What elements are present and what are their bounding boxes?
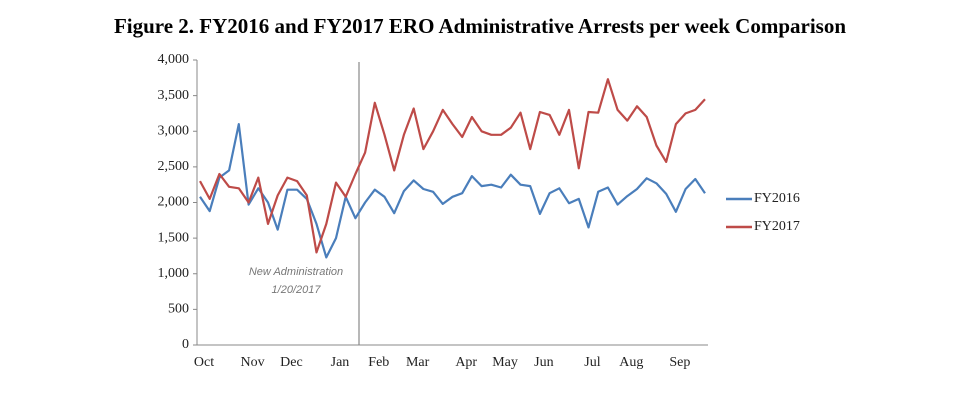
y-tick-label: 500	[168, 302, 189, 317]
x-tick-label: Jan	[331, 355, 350, 370]
x-tick-label: Jun	[534, 355, 553, 370]
y-tick-label: 3,500	[158, 88, 190, 103]
x-tick-label: May	[492, 355, 518, 370]
annotation: 1/20/2017	[272, 284, 322, 296]
y-tick-label: 2,000	[158, 195, 190, 210]
series-line	[199, 123, 706, 259]
y-tick-label: 0	[182, 337, 189, 352]
x-tick-label: Feb	[368, 355, 389, 370]
legend-label: FY2016	[754, 191, 800, 206]
annotation: New Administration	[249, 266, 343, 278]
x-tick-label: Sep	[669, 355, 690, 370]
chart-title: Figure 2. FY2016 and FY2017 ERO Administ…	[114, 14, 846, 38]
y-tick-label: 3,000	[158, 123, 190, 138]
x-tick-label: Dec	[280, 355, 303, 370]
y-tick-label: 2,500	[158, 159, 190, 174]
y-tick-label: 4,000	[158, 52, 190, 67]
y-tick-label: 1,500	[158, 230, 190, 245]
y-tick-label: 1,000	[158, 266, 190, 281]
x-tick-label: Nov	[240, 355, 264, 370]
x-tick-label: Aug	[619, 355, 643, 370]
x-tick-label: Jul	[584, 355, 600, 370]
x-tick-label: Apr	[455, 355, 477, 370]
x-tick-label: Mar	[406, 355, 430, 370]
legend-label: FY2017	[754, 219, 800, 234]
series-line	[199, 78, 706, 254]
x-tick-label: Oct	[194, 355, 214, 370]
